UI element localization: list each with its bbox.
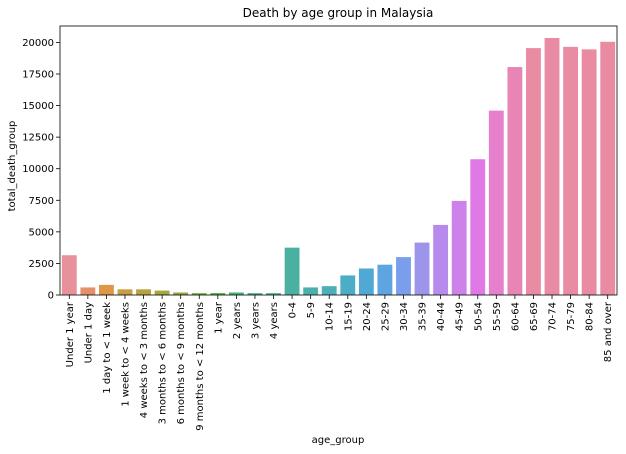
bar-23 [488, 110, 504, 296]
x-tick-label-5: 3 months to < 6 months [158, 302, 169, 424]
bar-10 [247, 293, 263, 295]
bar-19 [414, 242, 430, 295]
bar-5 [154, 290, 170, 295]
bar-21 [451, 200, 467, 295]
x-tick-label-18: 30-34 [399, 302, 410, 331]
x-tick-label-2: 1 day to < 1 week [102, 302, 113, 394]
x-tick-label-12: 0-4 [288, 302, 299, 318]
x-tick-label-28: 80-84 [585, 302, 596, 331]
chart-title: Death by age group in Malaysia [243, 6, 434, 20]
x-tick-label-17: 25-29 [380, 302, 391, 331]
y-tick-label-8: 20000 [22, 38, 54, 49]
x-tick-label-4: 4 weeks to < 3 months [139, 302, 150, 418]
x-tick-label-3: 1 week to < 4 weeks [120, 302, 131, 407]
bar-22 [470, 159, 486, 295]
x-tick-label-14: 10-14 [325, 302, 336, 331]
y-tick-label-3: 7500 [29, 196, 54, 207]
bar-28 [581, 49, 597, 295]
bar-20 [433, 224, 449, 295]
bar-0 [61, 255, 77, 295]
bar-2 [98, 284, 114, 295]
x-tick-label-13: 5-9 [306, 302, 317, 318]
y-tick-label-0: 0 [48, 291, 54, 302]
x-tick-label-6: 6 months to < 9 months [176, 302, 187, 424]
x-tick-label-8: 1 year [213, 301, 224, 334]
x-tick-label-24: 60-64 [510, 302, 521, 331]
bar-13 [303, 287, 319, 295]
x-tick-label-10: 3 years [250, 302, 261, 339]
x-tick-label-26: 70-74 [548, 302, 559, 331]
y-tick-label-1: 2500 [29, 259, 54, 270]
bar-7 [191, 293, 207, 295]
bar-8 [210, 293, 226, 295]
x-axis-title: age_group [312, 435, 365, 446]
y-axis-title: total_death_group [7, 121, 18, 212]
x-tick-label-0: Under 1 year [65, 301, 76, 367]
x-tick-label-29: 85 and over [603, 301, 614, 362]
y-tick-label-6: 15000 [22, 101, 54, 112]
y-tick-label-4: 10000 [22, 164, 54, 175]
x-tick-label-7: 9 months to < 12 months [195, 302, 206, 431]
x-tick-label-22: 50-54 [473, 302, 484, 331]
bar-9 [228, 292, 244, 295]
bar-15 [340, 275, 356, 295]
plot-area: 0 2500 5000 7500 10000 12500 15000 17500 20000 Un… [22, 25, 618, 431]
bar-24 [507, 67, 523, 295]
x-tick-label-21: 45-49 [455, 302, 466, 331]
x-tick-label-20: 40-44 [436, 302, 447, 331]
bar-29 [600, 41, 616, 295]
bar-14 [321, 286, 337, 295]
bar-11 [266, 293, 281, 295]
x-tick-label-27: 75-79 [566, 302, 577, 331]
x-tick-label-11: 4 years [269, 302, 280, 339]
x-tick-label-9: 2 years [232, 302, 243, 339]
x-tick-label-25: 65-69 [529, 302, 540, 331]
bar-18 [396, 257, 411, 295]
y-tick-label-5: 12500 [22, 133, 54, 144]
bar-1 [80, 287, 96, 295]
bar-26 [544, 38, 560, 295]
bar-4 [136, 289, 151, 295]
bar-27 [563, 46, 579, 296]
x-tick-label-19: 35-39 [418, 302, 429, 331]
x-tick-label-16: 20-24 [362, 302, 373, 331]
bar-6 [173, 292, 189, 295]
y-tick-label-7: 17500 [22, 69, 54, 80]
bar-3 [117, 289, 133, 295]
plot-frame [59, 25, 618, 296]
x-tick-label-1: Under 1 day [83, 302, 94, 363]
bar-25 [526, 48, 541, 295]
x-tick-label-15: 15-19 [343, 302, 354, 331]
x-tick-label-23: 55-59 [492, 302, 503, 331]
bar-12 [284, 247, 300, 295]
y-tick-label-2: 5000 [29, 227, 54, 238]
bar-16 [358, 268, 374, 295]
bar-17 [377, 264, 393, 295]
